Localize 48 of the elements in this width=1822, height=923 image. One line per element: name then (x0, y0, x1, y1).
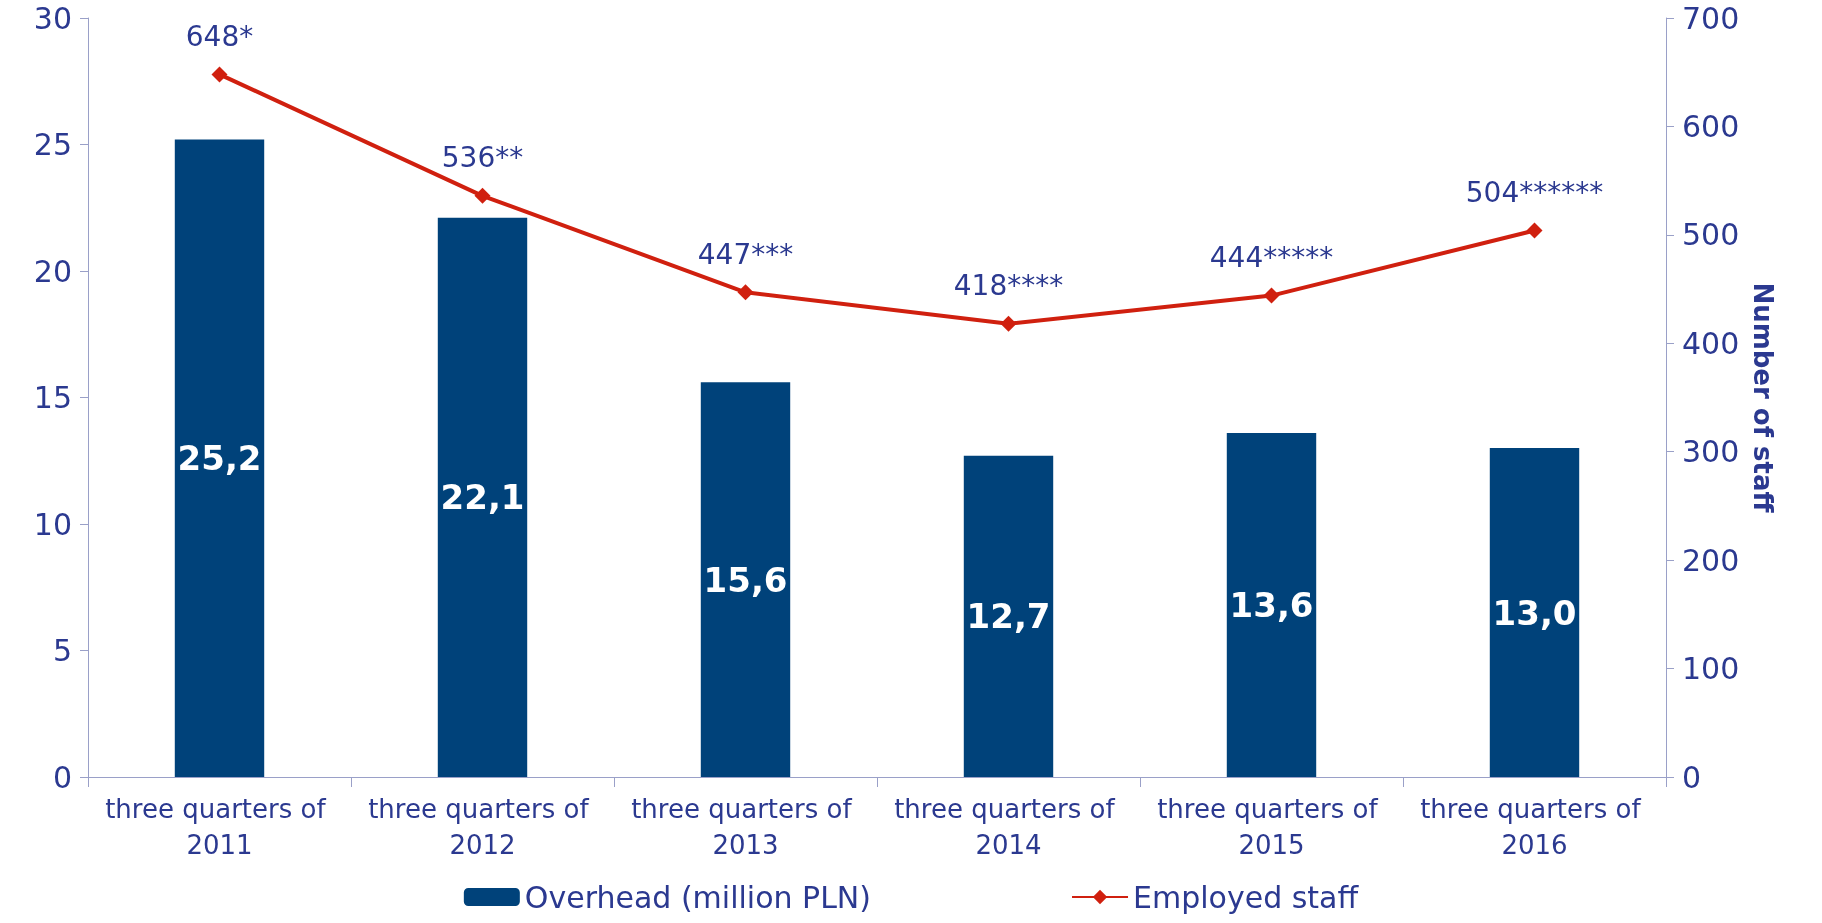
y-tick-label: 5 (52, 633, 72, 668)
x-tick-label: three quarters of 2011 (105, 794, 334, 860)
y-tick-label: 15 (33, 380, 72, 415)
point (474, 187, 491, 204)
y2-tick-label: 200 (1682, 542, 1740, 578)
data-label: 22,1 (440, 477, 525, 518)
bar (1226, 432, 1317, 777)
y2-tick-label: 0 (1682, 759, 1702, 795)
data-label: 418**** (953, 269, 1064, 303)
y2-tick-label: 600 (1682, 108, 1740, 144)
data-label: 504****** (1465, 176, 1604, 210)
data-label: 447*** (697, 237, 794, 271)
x-tick-label: three quarters of 2013 (631, 794, 860, 860)
point (1000, 315, 1017, 332)
y-tick-label: 0 (52, 759, 72, 795)
data-label: 13,0 (1492, 592, 1577, 633)
data-label: 536** (441, 141, 524, 175)
x-tick-label: three quarters of 2012 (368, 794, 597, 860)
data-label: 444***** (1209, 241, 1334, 275)
data-label: 15,6 (703, 559, 788, 600)
y2-tick-label: 400 (1682, 325, 1740, 361)
point (211, 66, 228, 83)
bar (1489, 448, 1580, 777)
bar (963, 455, 1054, 777)
point (737, 284, 754, 301)
point (1526, 222, 1543, 239)
bar (437, 217, 528, 777)
data-label: 25,2 (177, 438, 262, 479)
y2-axis-title: Number of staff (1748, 282, 1779, 514)
legend-label: Employed staff (1133, 879, 1360, 915)
data-label: 13,6 (1229, 584, 1314, 625)
y-tick-label: 30 (33, 0, 72, 36)
y-tick-label: 10 (33, 506, 72, 542)
x-tick-label: three quarters of 2015 (1157, 794, 1386, 860)
x-tick-label: three quarters of 2014 (894, 794, 1123, 860)
bar (174, 139, 265, 777)
y2-tick-label: 700 (1682, 0, 1740, 36)
bar (700, 382, 791, 777)
data-label: 12,7 (966, 596, 1051, 637)
data-label: 648* (185, 19, 254, 53)
x-tick-label: three quarters of 2016 (1420, 794, 1649, 860)
y2-tick-label: 500 (1682, 217, 1740, 253)
y-tick-label: 25 (33, 127, 72, 162)
y2-tick-label: 100 (1682, 651, 1740, 687)
point (1263, 287, 1280, 304)
legend-label: Overhead (million PLN) (524, 879, 872, 915)
y-tick-label: 20 (33, 253, 72, 289)
y2-tick-label: 300 (1682, 434, 1740, 470)
